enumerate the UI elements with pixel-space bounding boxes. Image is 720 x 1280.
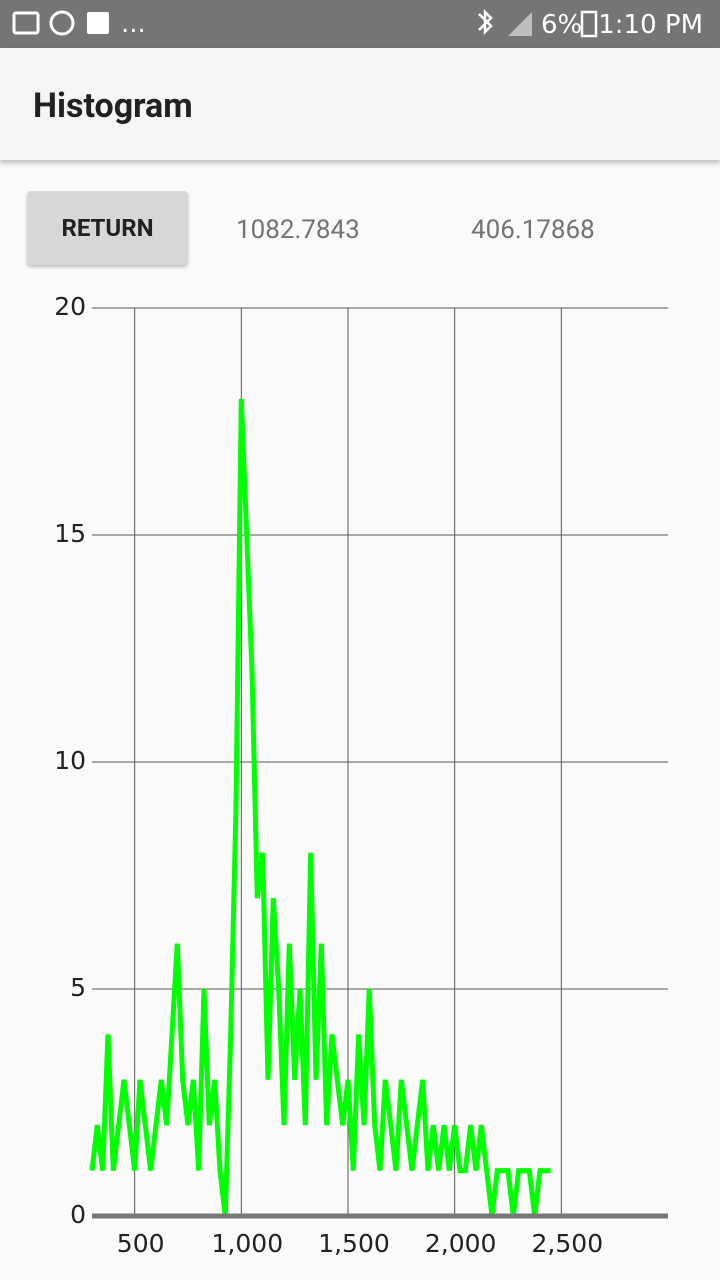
app-bar [0, 48, 720, 160]
bluetooth-icon [478, 8, 493, 36]
status-bar: ... 6% 1:10 PM [0, 0, 720, 48]
x-tick-label: 2,000 [425, 1229, 497, 1258]
battery-percent: 6% [541, 10, 582, 40]
x-tick-label: 2,500 [532, 1229, 604, 1258]
more-notifications: ... [121, 9, 146, 39]
y-tick-label: 5 [70, 973, 86, 1002]
mean-value: 1082.7843 [236, 215, 360, 245]
stddev-value: 406.17868 [471, 215, 595, 245]
return-button[interactable]: RETURN [27, 191, 188, 265]
x-tick-label: 1,500 [318, 1229, 390, 1258]
clock: 1:10 PM [598, 10, 703, 40]
x-tick-label: 500 [117, 1229, 165, 1258]
y-tick-label: 20 [54, 292, 86, 321]
whatsapp-icon [49, 10, 75, 36]
y-tick-label: 10 [54, 746, 86, 775]
x-tick-label: 1,000 [212, 1229, 284, 1258]
y-tick-label: 0 [70, 1200, 86, 1229]
status-icons: ... 6% 1:10 PM [12, 8, 703, 40]
facebook-icon [87, 12, 109, 34]
signal-icon [508, 12, 532, 36]
app-title: Histogram [33, 86, 193, 126]
gallery-icon [12, 11, 40, 35]
battery-icon [580, 10, 598, 38]
data-line [89, 398, 551, 1217]
y-tick-label: 15 [54, 519, 86, 548]
